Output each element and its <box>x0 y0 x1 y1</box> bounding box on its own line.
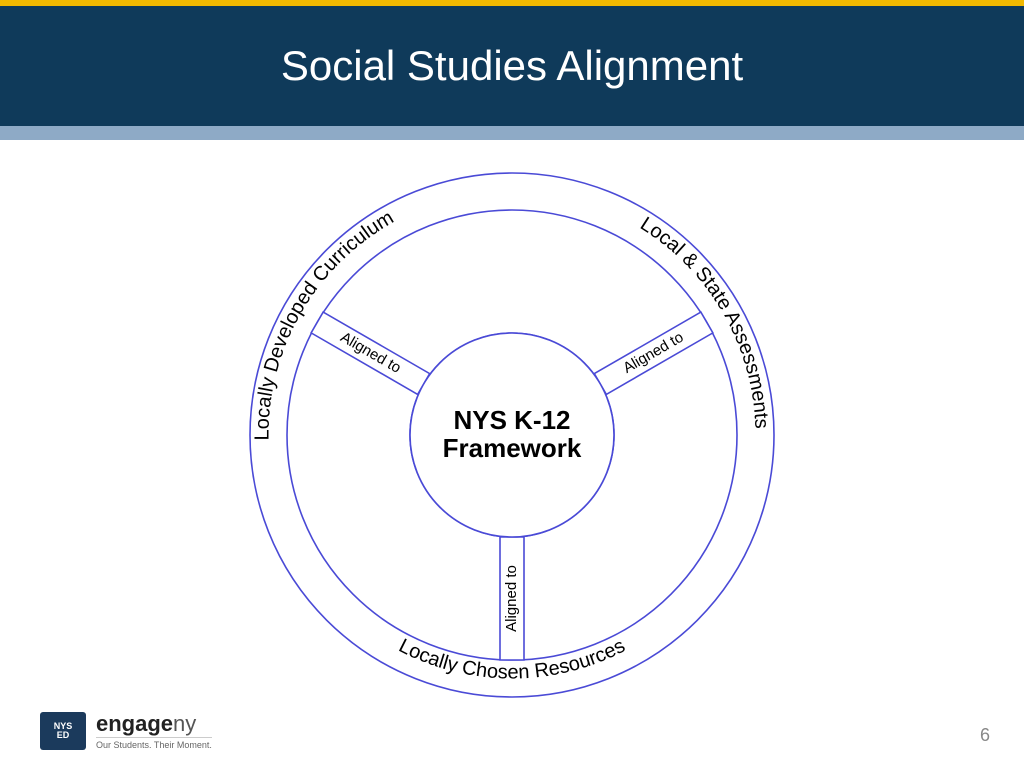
brand-tagline: Our Students. Their Moment. <box>96 737 212 750</box>
logo-block: NYSED engageny Our Students. Their Momen… <box>40 711 212 750</box>
title-header: Social Studies Alignment <box>0 6 1024 126</box>
svg-text:Framework: Framework <box>443 433 582 463</box>
page-number: 6 <box>980 725 990 746</box>
nysed-badge-icon: NYSED <box>40 712 86 750</box>
nysed-badge-text: NYSED <box>54 722 73 740</box>
svg-text:NYS K-12: NYS K-12 <box>453 405 570 435</box>
footer: NYSED engageny Our Students. Their Momen… <box>0 698 1024 768</box>
brand-bold: engage <box>96 711 173 736</box>
brand-text: engageny Our Students. Their Moment. <box>96 711 212 750</box>
svg-text:Aligned to: Aligned to <box>503 565 520 632</box>
diagram-container: Aligned toAligned toAligned toNYS K-12Fr… <box>0 140 1024 768</box>
alignment-wheel-diagram: Aligned toAligned toAligned toNYS K-12Fr… <box>0 140 1024 768</box>
page-title: Social Studies Alignment <box>281 42 743 90</box>
brand-light: ny <box>173 711 196 736</box>
brand-line1: engageny <box>96 711 212 737</box>
sub-accent-bar <box>0 126 1024 140</box>
